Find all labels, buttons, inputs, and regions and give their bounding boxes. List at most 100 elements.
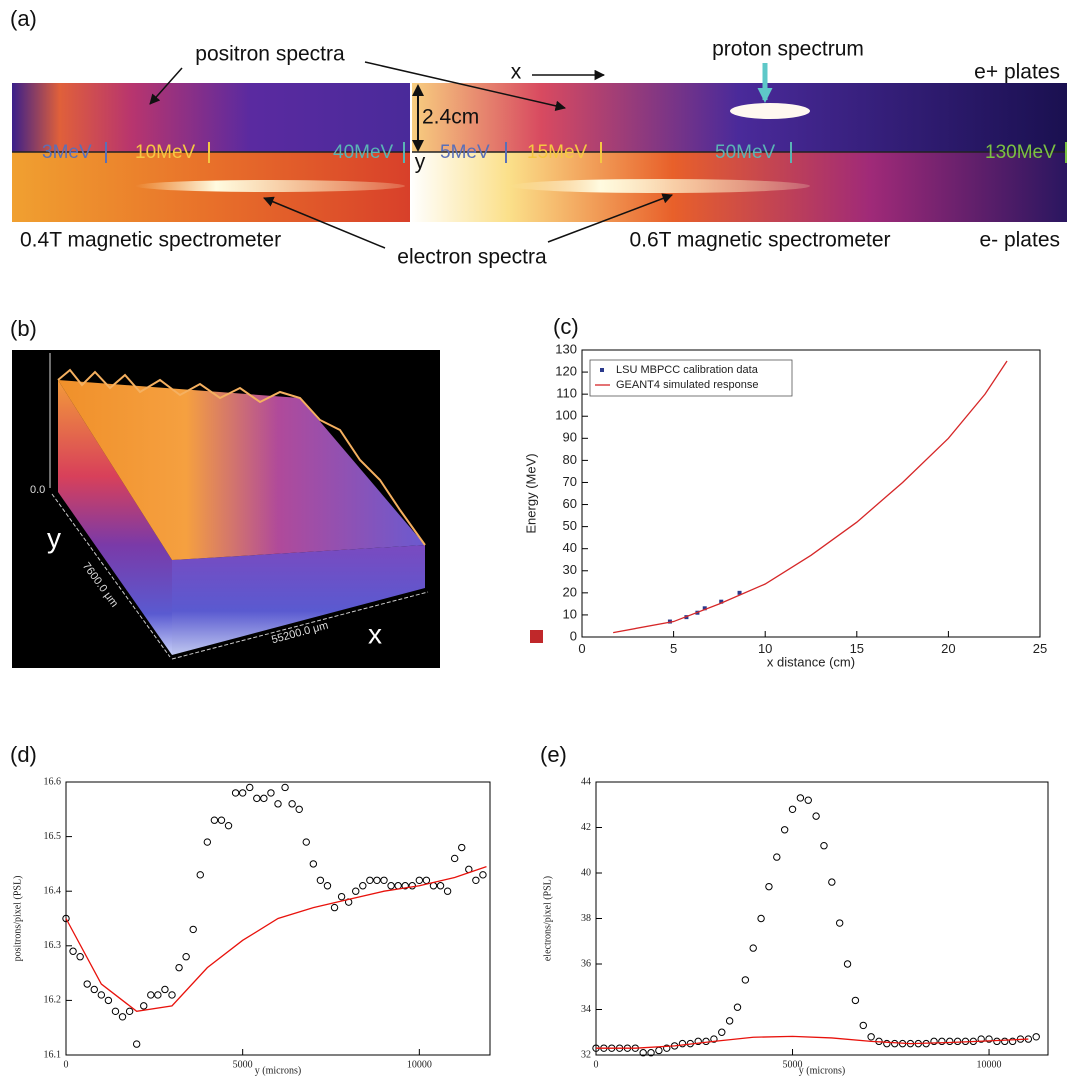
data-point	[458, 843, 466, 852]
data-point	[231, 789, 240, 797]
x-axis-label: x distance (cm)	[767, 654, 855, 669]
data-point	[274, 800, 282, 808]
x-tick-label: 5000	[233, 1059, 253, 1070]
data-point	[104, 996, 113, 1005]
annotation: proton spectrum	[712, 38, 864, 61]
annotation: electron spectra	[397, 246, 547, 269]
y-tick-label: 40	[563, 540, 577, 555]
data-point	[820, 842, 828, 850]
plot-frame	[595, 781, 1049, 1056]
surface-face	[172, 545, 425, 655]
data-point	[804, 796, 812, 804]
data-point	[835, 919, 844, 927]
data-point	[851, 996, 860, 1005]
energy-mark: 5MeV	[440, 142, 490, 163]
y-tick-label: 120	[555, 364, 577, 379]
y-tick-label: 0	[570, 628, 577, 643]
data-point	[352, 887, 360, 895]
plot-frame	[581, 349, 1041, 638]
y-tick-label: 16.1	[44, 1049, 62, 1060]
axis-label: y	[47, 522, 61, 553]
data-point	[765, 882, 773, 891]
data-point	[302, 838, 310, 846]
y-axis-label: Energy (MeV)	[523, 453, 538, 533]
data-point	[930, 1037, 938, 1046]
legend-label: LSU MBPCC calibration data	[616, 364, 759, 376]
annotation: y	[415, 151, 426, 174]
data-point	[330, 903, 339, 912]
data-point	[780, 826, 789, 834]
data-point	[295, 805, 303, 813]
data-point	[97, 991, 106, 999]
y-tick-label: 36	[581, 958, 591, 969]
x-tick-label: 5000	[783, 1059, 803, 1070]
y-tick-label: 16.6	[44, 776, 62, 787]
y-tick-label: 16.2	[44, 995, 62, 1006]
surface-face	[58, 380, 172, 655]
y-tick-label: 42	[581, 822, 591, 833]
x-tick-label: 10	[758, 641, 772, 656]
data-point	[182, 953, 190, 961]
energy-mark: 40MeV	[333, 142, 394, 163]
data-point	[647, 1049, 655, 1057]
data-point	[366, 876, 374, 884]
data-point	[288, 800, 296, 808]
x-tick-label: 25	[1033, 641, 1047, 656]
data-point	[147, 991, 155, 999]
arrow	[263, 196, 386, 249]
data-point	[316, 876, 325, 884]
data-point	[1001, 1037, 1009, 1046]
data-line	[65, 866, 487, 1013]
y-tick-label: 60	[563, 496, 577, 511]
data-point	[217, 816, 226, 824]
data-point	[443, 887, 452, 895]
y-tick-label: 130	[555, 341, 577, 356]
y-tick-label: 44	[581, 776, 591, 787]
y-tick-label: 80	[563, 452, 577, 467]
electron-streak	[510, 179, 810, 193]
plate-gap	[410, 83, 412, 222]
legend-box	[589, 359, 793, 397]
data-point	[773, 853, 781, 861]
data-point	[867, 1033, 875, 1041]
data-point	[719, 599, 724, 604]
data-point	[90, 985, 98, 994]
data-point	[741, 976, 750, 984]
energy-mark: 15MeV	[527, 142, 588, 163]
data-point	[168, 991, 176, 999]
data-point	[224, 821, 233, 830]
data-point	[710, 1035, 718, 1043]
data-point	[737, 590, 742, 595]
axis-value: 0.0	[30, 484, 45, 496]
data-point	[132, 1040, 141, 1048]
data-point	[337, 892, 346, 901]
annotation: 2.4cm	[422, 106, 479, 129]
data-point	[749, 944, 757, 952]
data-point	[387, 882, 395, 890]
data-point	[373, 876, 381, 884]
data-point	[796, 794, 805, 802]
data-point	[667, 619, 672, 624]
y-tick-label: 38	[581, 913, 591, 924]
panel-b: (b) 0.0 y 7600.0 μm 55200.0 μm x	[10, 316, 440, 668]
data-point	[891, 1039, 899, 1048]
x-axis-label: y (microns)	[255, 1065, 301, 1076]
y-tick-label: 30	[563, 562, 577, 577]
data-point	[76, 953, 84, 961]
x-tick-label: 10000	[407, 1059, 432, 1070]
axis-label: x	[368, 618, 382, 649]
axis-line	[51, 493, 171, 658]
data-line	[613, 360, 1008, 634]
data-point	[111, 1007, 120, 1016]
x-tick-label: 0	[578, 641, 585, 656]
y-tick-label: 16.4	[44, 885, 62, 896]
energy-mark: 50MeV	[715, 142, 776, 163]
data-point	[125, 1007, 134, 1016]
panel-label: (e)	[540, 742, 567, 767]
surface-face	[58, 380, 425, 560]
annotation: 0.6T magnetic spectrometer	[629, 229, 890, 252]
data-point	[450, 854, 459, 863]
data-point	[309, 860, 318, 868]
data-point	[788, 805, 797, 813]
